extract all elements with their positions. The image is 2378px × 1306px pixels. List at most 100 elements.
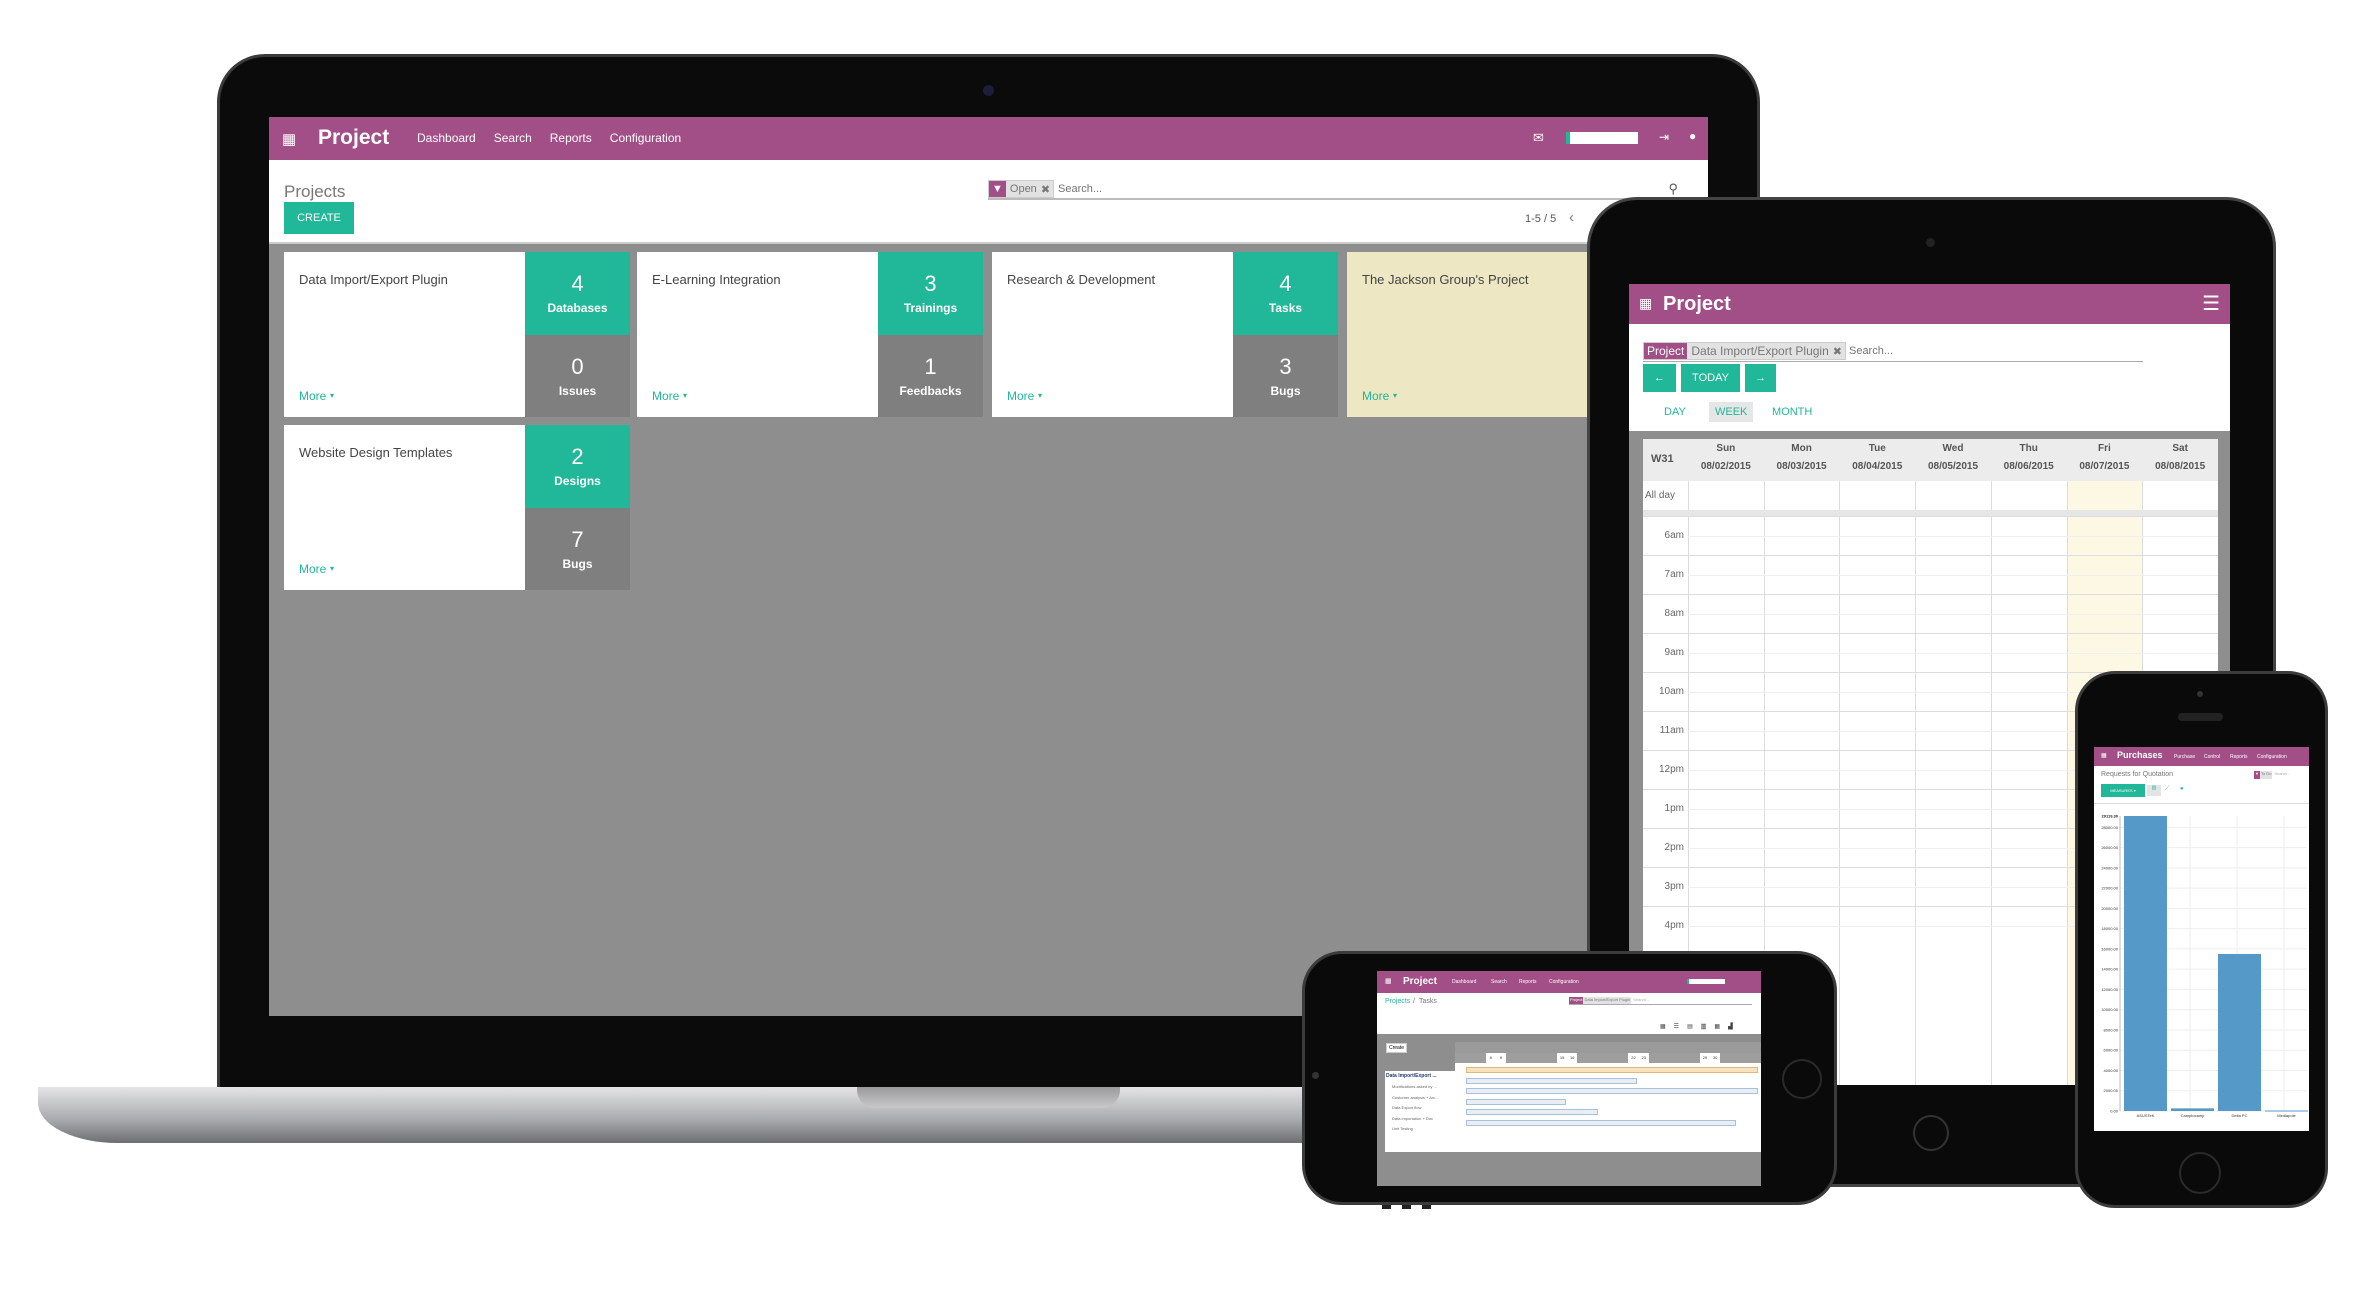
search-bar[interactable]: ▼ To Do Search... — [2254, 771, 2290, 779]
line-chart-icon[interactable]: ⟋ — [2165, 786, 2170, 792]
search-input[interactable] — [1058, 181, 1669, 197]
project-name[interactable]: Research & Development — [1007, 272, 1156, 287]
menu-reports[interactable]: Reports — [1519, 979, 1537, 985]
scale-day[interactable]: DAY — [1664, 406, 1686, 418]
stat-button[interactable]: 4 Tasks — [1233, 252, 1338, 335]
scale-month[interactable]: MONTH — [1772, 406, 1813, 418]
today-button[interactable]: TODAY — [1681, 364, 1740, 392]
create-button[interactable]: Create — [1386, 1043, 1408, 1053]
project-name[interactable]: E-Learning Integration — [652, 272, 781, 287]
home-button[interactable] — [2179, 1152, 2221, 1194]
stat-button[interactable]: 4 Databases — [525, 252, 630, 335]
kanban-view-icon[interactable]: ▦ — [1660, 1024, 1666, 1030]
breadcrumb-projects[interactable]: Projects — [1385, 998, 1411, 1005]
mail-icon[interactable]: ✉ — [1533, 130, 1544, 145]
bar-mediapole[interactable] — [2265, 1110, 2308, 1112]
measures-button[interactable]: MEASURES ▾ — [2101, 784, 2145, 797]
remove-facet-icon[interactable]: ✖ — [1040, 183, 1051, 196]
stat-button[interactable]: 7 Bugs — [525, 507, 630, 590]
bar-chart-icon[interactable]: ▥ — [2147, 785, 2161, 796]
search-input[interactable]: Search... — [1633, 997, 1650, 1002]
pivot-view-icon[interactable]: ▦ — [1714, 1024, 1721, 1030]
search-bar[interactable]: Project Data Import/Export Plugin ✖ — [1643, 342, 2143, 362]
bar-camptocamp[interactable] — [2171, 1108, 2214, 1111]
project-card[interactable]: Data Import/Export Plugin More ▾ 4 Databases… — [284, 252, 630, 417]
bar-delta-pc[interactable] — [2218, 953, 2261, 1111]
apps-grid-icon[interactable]: ▦ — [2101, 753, 2107, 759]
search-icon[interactable]: ⚲ — [1668, 181, 1678, 196]
gantt-task[interactable]: Modifications asked by ... — [1392, 1084, 1437, 1089]
project-card[interactable]: Research & Development More ▾ 4 Tasks 3 Bugs — [992, 252, 1338, 417]
next-button[interactable]: → — [1745, 364, 1776, 392]
project-name[interactable]: The Jackson Group's Project — [1362, 272, 1529, 287]
gantt-day-cell — [1577, 1053, 1588, 1063]
hamburger-menu-icon[interactable]: ☰ — [2202, 293, 2220, 315]
home-button[interactable] — [1913, 1115, 1949, 1151]
search-bar[interactable]: Project Data Import/Export Plugin Search… — [1569, 997, 1752, 1005]
gantt-bar[interactable] — [1466, 1098, 1566, 1105]
menu-purchase[interactable]: Purchase — [2174, 754, 2196, 760]
scale-week[interactable]: WEEK — [1709, 402, 1754, 422]
pie-chart-icon[interactable]: ● — [2180, 786, 2184, 792]
menu-configuration[interactable]: Configuration — [1549, 979, 1579, 985]
more-dropdown[interactable]: More — [1007, 389, 1035, 403]
stat-button[interactable]: 2 Designs — [525, 425, 630, 508]
gantt-bar[interactable] — [1466, 1109, 1598, 1116]
stat-button[interactable]: 3 Bugs — [1233, 334, 1338, 417]
menu-reports[interactable]: Reports — [549, 131, 592, 145]
gantt-view-icon[interactable]: ▥ — [1700, 1023, 1707, 1030]
project-card[interactable]: Website Design Templates More ▾ 2 Designs 7 Bu… — [284, 425, 630, 590]
stat-label: Bugs — [1270, 383, 1301, 398]
menu-configuration[interactable]: Configuration — [2257, 754, 2287, 760]
list-view-icon[interactable]: ☰ — [1673, 1024, 1680, 1030]
gantt-bar[interactable] — [1466, 1067, 1758, 1073]
project-name[interactable]: Data Import/Export Plugin — [299, 272, 448, 287]
pager-prev-icon[interactable]: ‹ — [1569, 209, 1574, 226]
menu-dashboard[interactable]: Dashboard — [417, 131, 476, 145]
prev-button[interactable]: ← — [1643, 364, 1676, 392]
gantt-bar[interactable] — [1466, 1120, 1736, 1126]
create-button[interactable]: CREATE — [284, 202, 354, 234]
search-input[interactable]: Search... — [2274, 771, 2291, 776]
menu-search[interactable]: Search — [493, 131, 532, 145]
menu-control[interactable]: Control — [2204, 754, 2221, 760]
stat-button[interactable]: 0 Issues — [525, 334, 630, 417]
control-panel: Projects ▼Open✖ ⚲ CREATE 1-5 / 5 ‹ — [269, 160, 1708, 244]
chat-icon[interactable]: ● — [1689, 129, 1697, 143]
menu-search[interactable]: Search — [1491, 979, 1507, 985]
logout-icon[interactable]: ⇥ — [1659, 130, 1670, 144]
apps-grid-icon[interactable]: ▦ — [1639, 295, 1653, 311]
apps-grid-icon[interactable]: ▦ — [282, 131, 297, 148]
gantt-task[interactable]: Data importation + Doc — [1392, 1115, 1434, 1121]
more-dropdown[interactable]: More — [299, 562, 327, 576]
stat-button[interactable]: 1 Feedbacks — [878, 334, 983, 417]
graph-view-icon[interactable]: ▟ — [1728, 1024, 1733, 1030]
gantt-task[interactable]: Unit Testing — [1392, 1126, 1413, 1132]
more-dropdown[interactable]: More — [1362, 389, 1390, 403]
remove-facet-icon[interactable]: ✖ — [1832, 345, 1842, 358]
x-tick-label: Delta PC — [2231, 1113, 2247, 1118]
apps-grid-icon[interactable]: ▦ — [1385, 978, 1392, 985]
more-dropdown[interactable]: More — [652, 389, 680, 403]
menu-configuration[interactable]: Configuration — [609, 131, 682, 145]
search-input[interactable] — [1848, 342, 2143, 360]
menu-dashboard[interactable]: Dashboard — [1452, 979, 1477, 985]
gantt-task[interactable]: Customer analysis + Arc... — [1392, 1094, 1439, 1100]
search-bar[interactable]: ▼Open✖ ⚲ — [988, 180, 1688, 200]
gantt-group[interactable]: Data Import/Export ... — [1386, 1073, 1437, 1079]
stat-button[interactable]: 3 Trainings — [878, 252, 983, 335]
calendar-view-icon[interactable]: ▤ — [1687, 1024, 1693, 1030]
gantt-bar[interactable] — [1466, 1077, 1637, 1084]
bar-asustek[interactable] — [2124, 816, 2167, 1111]
more-dropdown[interactable]: More — [299, 389, 327, 403]
gantt-bar[interactable] — [1466, 1088, 1758, 1095]
project-card[interactable]: E-Learning Integration More ▾ 3 Trainings 1 Fe… — [637, 252, 983, 417]
project-name[interactable]: Website Design Templates — [299, 445, 453, 460]
menu-reports[interactable]: Reports — [2230, 754, 2248, 760]
home-button[interactable] — [1782, 1059, 1822, 1099]
gantt-task[interactable]: Data Export flow — [1392, 1105, 1422, 1111]
project-facet[interactable]: Project Data Import/Export Plugin ✖ — [1643, 342, 1846, 360]
facet-value[interactable]: Data Import/Export Plugin — [1583, 997, 1632, 1004]
filter-facet[interactable]: ▼ Open ✖ — [988, 180, 1055, 198]
filter-facet[interactable]: To Do — [2259, 771, 2273, 779]
